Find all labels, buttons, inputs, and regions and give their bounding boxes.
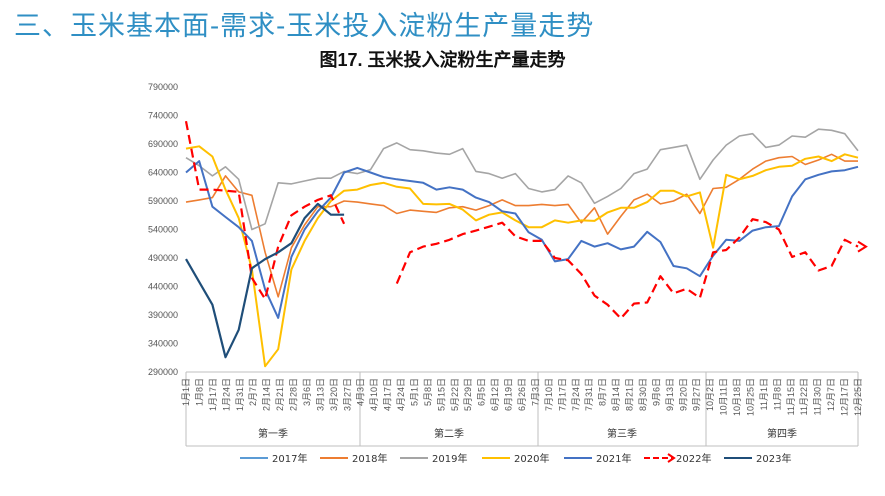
x-tick-label: 12月7日 [826, 378, 836, 411]
x-tick-label: 12月17日 [840, 378, 850, 416]
x-tick-label: 2月14日 [262, 378, 272, 411]
x-tick-label: 5月1日 [409, 378, 419, 406]
x-tick-label: 5月22日 [450, 378, 460, 411]
y-tick-label: 490000 [148, 253, 178, 263]
series-line-6 [185, 202, 345, 359]
x-tick-label: 4月10日 [369, 378, 379, 411]
x-tick-label: 2月28日 [289, 378, 299, 411]
x-tick-label: 10月25日 [745, 378, 755, 416]
x-tick-label: 10月11日 [719, 378, 729, 415]
x-tick-label: 7月10日 [544, 378, 554, 411]
x-tick-label: 11月15日 [786, 378, 796, 415]
x-tick-label: 4月3日 [356, 378, 366, 406]
series-line-1 [185, 153, 858, 298]
quarter-label: 第四季 [767, 427, 797, 440]
legend-label-0: 2017年 [272, 452, 307, 465]
x-tick-label: 5月15日 [436, 378, 446, 411]
x-tick-label: 9月27日 [692, 378, 702, 411]
x-tick-label: 6月26日 [517, 378, 527, 411]
x-tick-labels: 1月1日 1月8日 1月17日 1月24日 1月31日 2月7日 2月14日 2月21日 2月2… [181, 378, 863, 416]
x-tick-label: 7月24日 [571, 378, 581, 411]
quarter-label: 第三季 [607, 427, 637, 440]
series-line-5 [184, 120, 859, 320]
y-tick-labels: 290000 340000 390000 440000 490000 540000 5900… [148, 82, 178, 377]
y-tick-label: 290000 [148, 367, 178, 377]
series-lines [184, 120, 868, 368]
x-tick-label: 1月24日 [221, 378, 231, 411]
x-tick-label: 6月12日 [490, 378, 500, 411]
x-tick-label: 7月17日 [557, 378, 567, 411]
legend-label-3: 2020年 [514, 452, 549, 465]
slide-title: 三、玉米基本面-需求-玉米投入淀粉生产量走势 [14, 11, 595, 42]
axes [185, 371, 859, 447]
legend-arrow-5 [667, 453, 676, 463]
x-tick-label: 1月1日 [181, 378, 191, 406]
x-tick-label: 4月24日 [396, 378, 406, 411]
x-tick-label: 4月17日 [383, 378, 393, 411]
x-tick-label: 3月20日 [329, 378, 339, 411]
x-tick-label: 8月21日 [625, 378, 635, 411]
y-tick-label: 340000 [148, 339, 178, 349]
y-tick-label: 540000 [148, 225, 178, 235]
y-tick-label: 690000 [148, 139, 178, 149]
y-tick-label: 790000 [148, 82, 178, 92]
x-tick-label: 10月18日 [732, 378, 742, 416]
x-tick-label: 5月8日 [423, 378, 433, 406]
x-tick-label: 11月22日 [799, 378, 809, 415]
x-tick-label: 2月7日 [248, 378, 258, 406]
series-line-4 [185, 160, 859, 319]
chart-title: 图17. 玉米投入淀粉生产量走势 [319, 50, 566, 70]
x-tick-label: 5月29日 [463, 378, 473, 411]
x-tick-label: 9月13日 [665, 378, 675, 411]
legend-label-6: 2023年 [756, 452, 791, 465]
legend: 2017年 2018年 2019年 2020年 2021年 2022年 2023年 [240, 452, 791, 465]
x-tick-label: 2月21日 [275, 378, 285, 411]
y-tick-label: 590000 [148, 196, 178, 206]
x-tick-label: 10月2日 [705, 378, 715, 411]
quarter-labels: 第一季 第二季 第三季 第四季 [258, 427, 797, 440]
x-tick-label: 1月31日 [235, 378, 245, 411]
legend-label-1: 2018年 [352, 452, 387, 465]
quarter-label: 第二季 [434, 427, 464, 440]
x-tick-label: 3月13日 [315, 378, 325, 411]
x-tick-label: 12月25日 [853, 378, 863, 416]
x-tick-label: 3月27日 [342, 378, 352, 411]
legend-label-4: 2021年 [596, 452, 631, 465]
y-tick-label: 640000 [148, 168, 178, 178]
x-tick-label: 8月30日 [638, 378, 648, 411]
x-tick-label: 9月6日 [651, 378, 661, 406]
x-tick-label: 7月3日 [530, 378, 540, 406]
x-tick-label: 11月30日 [813, 378, 823, 415]
x-tick-label: 1月17日 [208, 378, 218, 411]
x-tick-label: 6月19日 [504, 378, 514, 411]
series-line-2 [185, 128, 859, 231]
series-line-3 [185, 145, 859, 368]
series-arrow-5 [857, 240, 868, 253]
x-tick-label: 9月20日 [678, 378, 688, 411]
x-tick-label: 8月14日 [611, 378, 621, 411]
legend-label-2: 2019年 [432, 452, 467, 465]
x-tick-label: 6月5日 [477, 378, 487, 406]
quarter-label: 第一季 [258, 427, 288, 440]
x-tick-label: 8月7日 [598, 378, 608, 406]
x-tick-label: 7月31日 [584, 378, 594, 411]
y-tick-label: 440000 [148, 282, 178, 292]
y-tick-label: 390000 [148, 310, 178, 320]
x-tick-label: 1月8日 [194, 378, 204, 406]
x-tick-label: 11月8日 [772, 378, 782, 410]
x-tick-label: 11月1日 [759, 378, 769, 410]
y-tick-label: 740000 [148, 111, 178, 121]
x-tick-label: 3月6日 [302, 378, 312, 406]
legend-label-5: 2022年 [676, 452, 711, 465]
